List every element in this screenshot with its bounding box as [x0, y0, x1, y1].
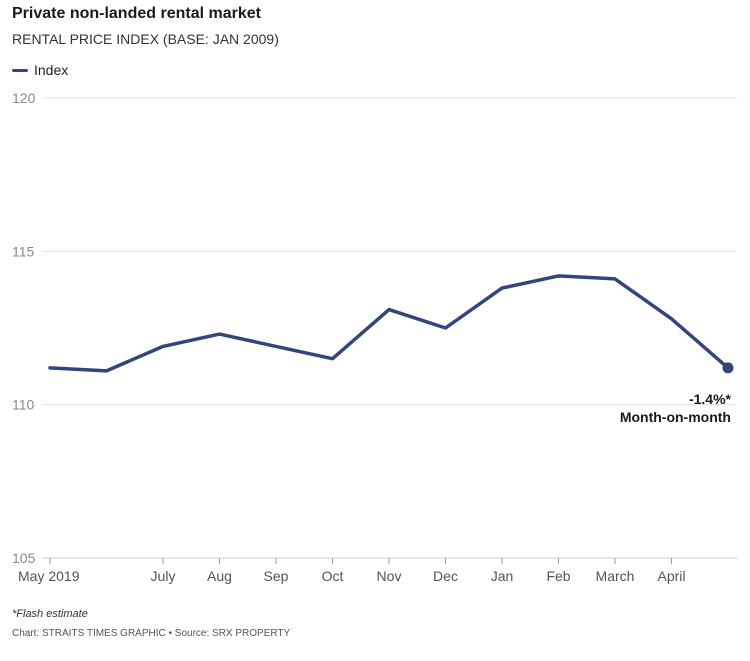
series-line-index	[48, 274, 730, 373]
legend-swatch	[12, 68, 28, 72]
chart-legend: Index	[12, 62, 68, 78]
x-axis: May 2019 July Aug Sep Oct Nov Dec Jan Feb March Ap…	[18, 557, 737, 584]
y-tick-labels: 105 110 115 120	[12, 90, 36, 566]
chart-subtitle: RENTAL PRICE INDEX (BASE: JAN 2009)	[12, 31, 279, 47]
y-tick-label: 110	[12, 397, 35, 413]
x-tick-label: July	[151, 568, 176, 584]
series-layer	[48, 274, 734, 374]
x-tick-label: Dec	[433, 568, 458, 584]
x-tick-label: May 2019	[18, 568, 80, 584]
x-tick-label: April	[657, 568, 685, 584]
annotation-text: Month-on-month	[620, 409, 731, 425]
source-credit: Chart: STRAITS TIMES GRAPHIC • Source: S…	[12, 628, 291, 639]
chart-title: Private non-landed rental market	[12, 5, 261, 22]
last-point-marker	[722, 362, 734, 374]
x-tick-label: Oct	[322, 568, 344, 584]
y-tick-label: 105	[12, 550, 36, 566]
x-tick-label: Sep	[264, 568, 289, 584]
annotation-layer: -1.4%* Month-on-month	[620, 391, 732, 425]
x-tick-label: Aug	[207, 568, 232, 584]
grid-layer	[42, 97, 737, 559]
x-tick-label: Feb	[546, 568, 570, 584]
legend-label: Index	[34, 62, 69, 78]
x-tick-label: March	[596, 568, 635, 584]
y-tick-label: 115	[12, 243, 35, 259]
x-tick-label: Jan	[491, 568, 514, 584]
footnote: *Flash estimate	[12, 608, 88, 620]
x-tick-label: Nov	[377, 568, 402, 584]
y-tick-label: 120	[12, 90, 36, 106]
annotation-value: -1.4%*	[689, 391, 732, 407]
